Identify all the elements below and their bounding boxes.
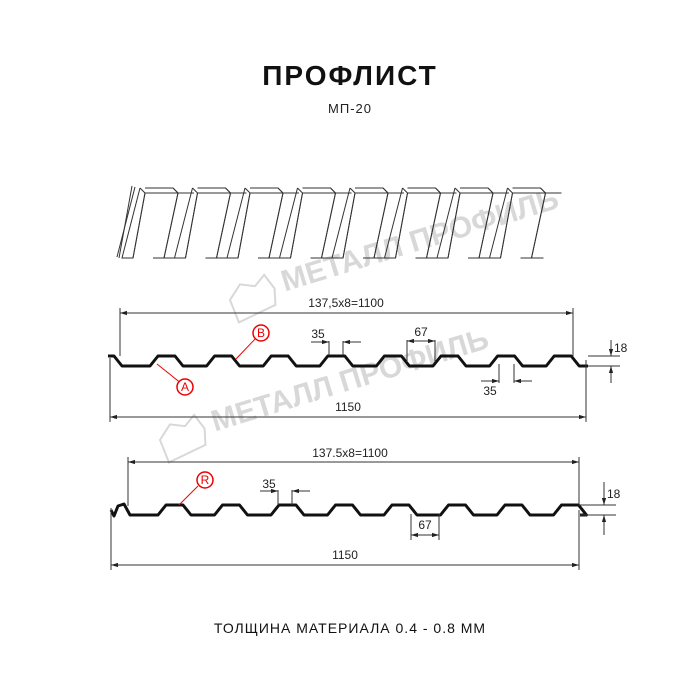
sheet-perspective-view — [116, 185, 562, 259]
profile-2-section — [109, 502, 588, 518]
page-subtitle: МП-20 — [328, 101, 372, 116]
bottom-rib-dimension: 35 — [483, 384, 497, 398]
gap-dimension: 67 — [414, 325, 428, 339]
profile-2: 137.5x8=1100 1150 35 67 18 R — [109, 446, 621, 570]
watermark-text: МЕТАЛЛ ПРОФИЛЬ — [207, 322, 492, 438]
pitch-dimension: 137,5x8=1100 — [308, 296, 384, 310]
callout-r: R — [201, 473, 210, 487]
height-dimension: 18 — [614, 341, 628, 355]
height-dimension: 18 — [607, 487, 621, 501]
profile-1-section — [108, 354, 588, 368]
page-title: ПРОФЛИСТ — [262, 60, 438, 91]
top-rib-dimension: 35 — [311, 327, 325, 341]
watermark-text: МЕТАЛЛ ПРОФИЛЬ — [277, 182, 562, 298]
width-dimension: 1150 — [335, 400, 361, 414]
gap-dimension: 67 — [418, 518, 432, 532]
callout-r-circle — [196, 471, 214, 489]
top-rib-dimension: 35 — [262, 477, 276, 491]
profile-1: 137,5x8=1100 1150 35 67 35 18 A B — [108, 296, 628, 422]
pitch-dimension: 137.5x8=1100 — [312, 446, 388, 460]
watermark-2: МЕТАЛЛ ПРОФИЛЬ — [158, 322, 493, 464]
width-dimension: 1150 — [332, 548, 358, 562]
callout-b-circle — [252, 324, 270, 342]
callout-a: A — [181, 380, 189, 394]
callout-b: B — [257, 326, 265, 340]
callout-a-circle — [176, 378, 194, 396]
material-thickness: ТОЛЩИНА МАТЕРИАЛА 0.4 - 0.8 ММ — [213, 620, 487, 636]
watermark-1: МЕТАЛЛ ПРОФИЛЬ — [228, 182, 563, 324]
